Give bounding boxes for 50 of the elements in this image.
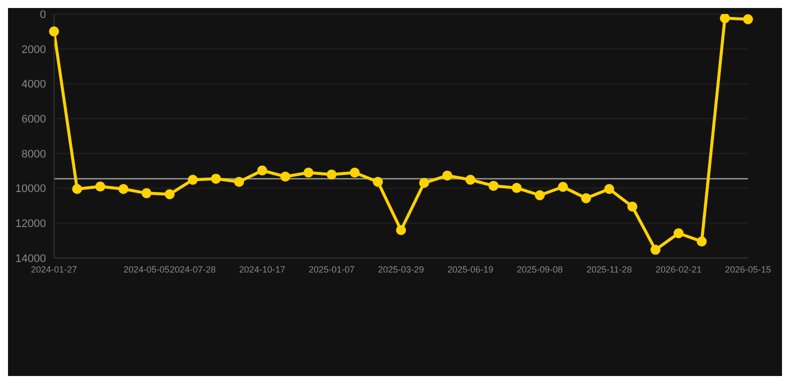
point	[372, 176, 383, 187]
point	[696, 236, 707, 246]
y-tick-label: 6000	[22, 113, 46, 126]
point	[257, 166, 268, 176]
point	[743, 14, 753, 24]
x-tick-label: 2024-01-27	[30, 264, 78, 274]
point	[142, 188, 152, 198]
point	[581, 193, 592, 204]
x-tick-label: 2024-10-17	[239, 264, 286, 274]
point	[303, 168, 314, 178]
x-tick-label: 2025-11-28	[586, 264, 632, 274]
y-tick-label: 4000	[22, 78, 46, 91]
point	[118, 184, 128, 194]
point	[49, 26, 59, 36]
x-tick-label: 2026-05-15	[724, 264, 772, 274]
point	[512, 182, 522, 193]
point	[650, 244, 660, 255]
point	[604, 184, 614, 194]
point	[164, 189, 175, 200]
y-tick-label: 10000	[15, 183, 46, 196]
point	[488, 180, 499, 191]
point	[558, 182, 568, 192]
x-tick-label: 2024-07-28	[170, 264, 216, 274]
x-tick-label: 2024-05-05	[124, 264, 170, 274]
point	[674, 228, 684, 238]
point	[396, 225, 406, 236]
point	[188, 174, 198, 185]
point	[419, 178, 430, 188]
point	[720, 14, 730, 24]
point	[627, 202, 638, 212]
x-tick-label: 2025-03-29	[378, 264, 424, 274]
point	[350, 168, 360, 178]
y-tick-label: 0	[40, 8, 46, 21]
point	[465, 174, 476, 185]
x-tick-label: 2025-09-08	[516, 264, 563, 274]
y-tick-label: 12000	[15, 218, 46, 230]
x-tick-label: 2025-01-07	[308, 264, 355, 274]
point	[280, 172, 290, 182]
x-tick-label: 2026-02-21	[656, 264, 702, 274]
point	[234, 176, 244, 187]
y-tick-label: 14000	[15, 252, 46, 265]
point	[442, 170, 452, 181]
point	[95, 182, 106, 192]
point	[326, 170, 337, 180]
point	[534, 190, 545, 200]
y-tick-label: 8000	[22, 148, 46, 160]
point	[72, 184, 82, 194]
x-tick-label: 2025-06-19	[447, 264, 494, 274]
y-tick-label: 2000	[22, 44, 46, 56]
point	[210, 174, 221, 184]
